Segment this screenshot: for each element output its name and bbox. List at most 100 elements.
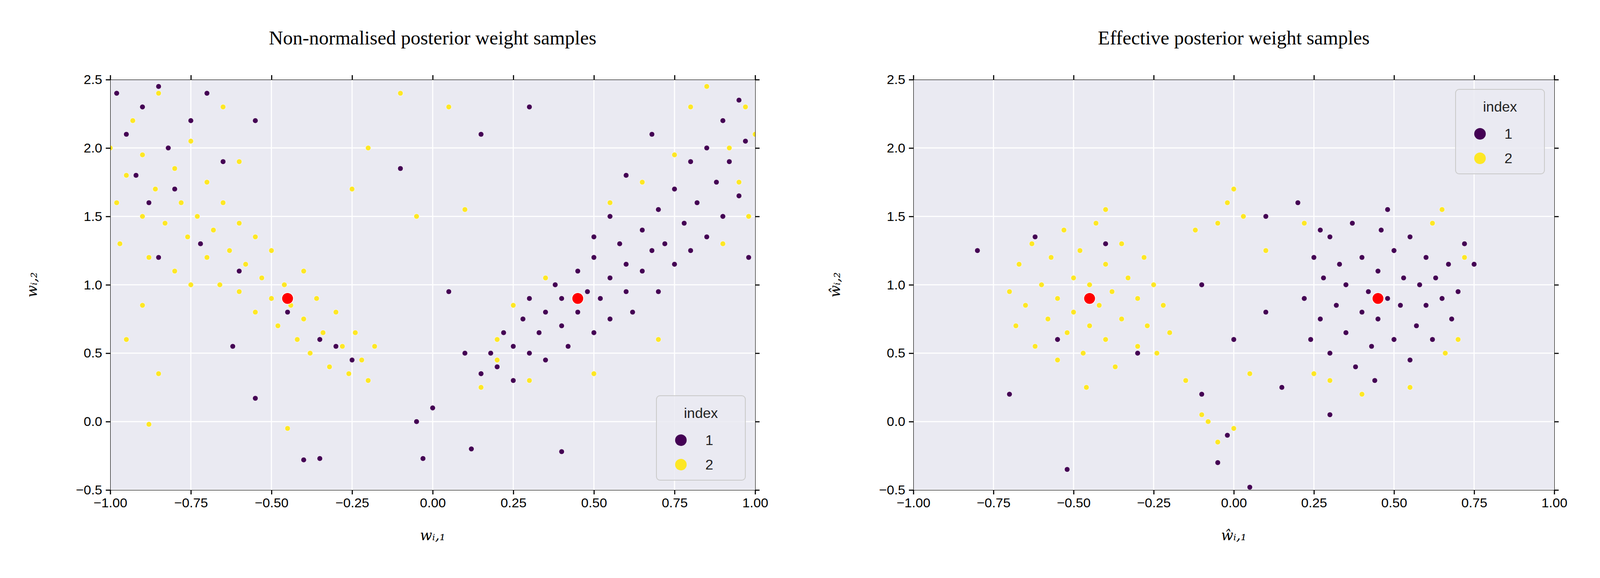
sample-point [559, 295, 565, 301]
tick: 0.0 [83, 413, 111, 429]
sample-point [1407, 234, 1413, 240]
sample-point [140, 104, 146, 110]
sample-point [1445, 261, 1452, 267]
sample-point [1144, 323, 1150, 329]
sample-point [236, 220, 242, 226]
sample-point [365, 377, 371, 384]
sample-point [726, 159, 732, 165]
sample-point [1455, 336, 1461, 343]
sample-point [591, 329, 597, 336]
sample-point [220, 200, 226, 206]
tick: 0.75 [661, 489, 688, 510]
sample-point [1327, 377, 1333, 384]
sample-point [220, 104, 226, 110]
x-axis: −1.00−0.75−0.50−0.250.000.250.500.751.00 [896, 489, 1568, 510]
tick: 0.75 [1461, 489, 1488, 510]
sample-point [284, 425, 291, 432]
sample-point [575, 309, 581, 315]
sample-point [1343, 282, 1349, 288]
tick-label: −0.25 [335, 495, 370, 510]
sample-point [1054, 336, 1060, 343]
sample-point [1160, 302, 1166, 308]
sample-point [468, 446, 475, 452]
sample-point [520, 316, 526, 322]
tick: 0.5 [83, 345, 111, 360]
sample-point [226, 248, 232, 254]
legend-box [1455, 89, 1545, 174]
sample-point [974, 248, 980, 254]
tick: −0.75 [976, 489, 1011, 510]
sample-point [1192, 227, 1198, 233]
tick-mark [993, 75, 995, 80]
tick-mark [1313, 489, 1316, 495]
sample-point [494, 357, 500, 363]
tick-label: 0.50 [581, 495, 608, 510]
tick-mark [908, 147, 914, 149]
sample-point [1407, 357, 1413, 363]
tick: 1.5 [83, 208, 111, 224]
sample-point [462, 350, 468, 356]
sample-point [243, 261, 249, 267]
tick [432, 75, 434, 80]
tick-mark [674, 489, 676, 495]
chart-canvas: −1.00−0.75−0.50−0.250.000.250.500.751.00… [0, 0, 1600, 578]
sample-point [1400, 275, 1407, 281]
tick-mark [432, 75, 434, 80]
sample-point [1471, 261, 1477, 267]
axis-line [110, 79, 756, 80]
sample-point [1359, 391, 1365, 397]
tick: 0.50 [1381, 489, 1408, 510]
tick [1554, 216, 1559, 217]
sample-point [1461, 254, 1468, 260]
series [281, 292, 584, 304]
tick: 1.00 [1541, 489, 1568, 510]
sample-point [736, 193, 742, 199]
sample-point [672, 152, 678, 158]
tick-mark [1554, 489, 1559, 491]
tick-mark [512, 75, 515, 80]
sample-point [326, 364, 332, 370]
tick: 2.0 [83, 140, 111, 156]
reference-point [572, 292, 584, 304]
tick-label: 0.25 [1301, 495, 1328, 510]
y-axis-right [755, 80, 760, 491]
sample-point [639, 179, 645, 185]
tick-mark [105, 79, 111, 81]
sample-point [1080, 350, 1086, 356]
sample-point [1359, 309, 1365, 315]
sample-point [1071, 275, 1077, 281]
sample-point [365, 145, 371, 151]
tick-mark [674, 75, 676, 80]
tick: 0.00 [1220, 489, 1247, 510]
sample-point [1375, 316, 1381, 322]
tick-mark [1393, 75, 1396, 80]
sample-point [1308, 336, 1314, 343]
tick-mark [1554, 420, 1559, 423]
grid [913, 79, 1555, 490]
tick [755, 284, 760, 286]
legend-box [656, 395, 746, 480]
tick-mark [351, 489, 353, 495]
sample-point [478, 131, 484, 137]
tick-mark [1153, 489, 1155, 495]
sample-point [1333, 302, 1340, 308]
tick: 2.5 [83, 72, 111, 87]
tick-label: 0.5 [83, 345, 103, 360]
sample-point [1295, 200, 1301, 206]
sample-point [510, 343, 516, 349]
sample-point [1439, 206, 1445, 212]
y-axis-title: ŵᵢ,₂ [826, 272, 844, 298]
sample-point [726, 145, 732, 151]
sample-point [1045, 316, 1051, 322]
sample-point [1231, 336, 1237, 343]
sample-point [346, 370, 352, 376]
sample-point [1215, 439, 1221, 445]
tick-mark [908, 489, 914, 491]
tick-mark [1153, 75, 1155, 80]
sample-point [478, 384, 484, 390]
sample-point [559, 448, 565, 455]
axis-line [913, 79, 1555, 80]
tick-label: −0.50 [254, 495, 289, 510]
sample-point [1263, 248, 1269, 254]
sample-point [284, 309, 291, 315]
